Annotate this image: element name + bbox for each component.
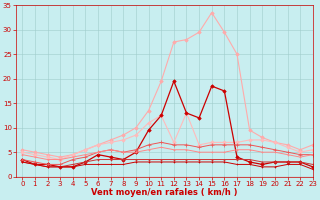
- X-axis label: Vent moyen/en rafales ( km/h ): Vent moyen/en rafales ( km/h ): [91, 188, 238, 197]
